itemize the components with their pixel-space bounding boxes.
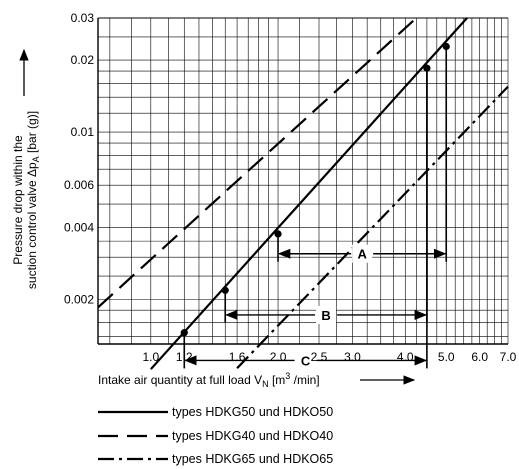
legend-entry-hdkg50: types HDKG50 und HDKO50 (98, 405, 333, 419)
y-tick-label: 0.002 (64, 292, 94, 306)
y-tick-label: 0.02 (71, 53, 95, 67)
x-tick-label: 1.6 (229, 350, 246, 364)
data-point (274, 230, 282, 238)
data-point (180, 329, 188, 337)
legend-entry-hdkg65: types HDKG65 und HDKO65 (98, 452, 333, 466)
data-markers (180, 42, 450, 337)
x-tick-label: 2.5 (311, 350, 328, 364)
range-label-B: B (321, 308, 330, 323)
x-axis-title: Intake air quantity at full load VN [m3 … (98, 371, 320, 389)
x-tick-label: 1.2 (176, 350, 193, 364)
legend: types HDKG50 und HDKO50 types HDKG40 und… (98, 405, 333, 466)
range-label-bg (352, 244, 373, 263)
series-line-2 (97, 17, 418, 309)
x-tick-label: 5.0 (438, 350, 455, 364)
x-tick-label: 3.0 (344, 350, 361, 364)
x-tick-label: 1.0 (142, 350, 159, 364)
x-tick-label: 2.0 (270, 350, 287, 364)
y-tick-label: 0.006 (64, 178, 94, 192)
range-label-A: A (357, 247, 367, 262)
legend-label-hdkg40: types HDKG40 und HDKO40 (172, 429, 333, 443)
series-layer (97, 17, 509, 370)
y-axis-title-line1: Pressure drop within the (11, 135, 25, 265)
x-tick-label: 6.0 (471, 350, 488, 364)
x-tick-label: 4.0 (397, 350, 414, 364)
y-tick-label: 0.01 (71, 125, 95, 139)
data-point (442, 42, 450, 51)
range-label-bg (295, 351, 316, 370)
y-axis-title-line2: suction control valve ΔpA [bar (g)] (25, 111, 41, 289)
legend-label-hdkg65: types HDKG65 und HDKO65 (172, 452, 333, 466)
y-axis-title: Pressure drop within the suction control… (11, 111, 41, 289)
y-tick-label: 0.03 (71, 11, 95, 25)
data-point (423, 64, 431, 72)
range-label-bg (316, 305, 337, 324)
data-point (221, 286, 229, 294)
tick-labels: 1.0 1.2 1.6 2.0 2.5 3.0 4.0 5.0 6.0 7.0 0.002 0.004… (64, 11, 517, 364)
y-tick-label: 0.004 (64, 220, 94, 234)
series-line-3 (236, 85, 509, 369)
legend-entry-hdkg40: types HDKG40 und HDKO40 (98, 429, 333, 443)
series-line-1 (149, 17, 468, 370)
range-annotations: A B C (183, 46, 448, 370)
range-label-C: C (301, 353, 311, 368)
x-tick-label: 7.0 (500, 350, 517, 364)
legend-label-hdkg50: types HDKG50 und HDKO50 (172, 405, 333, 419)
